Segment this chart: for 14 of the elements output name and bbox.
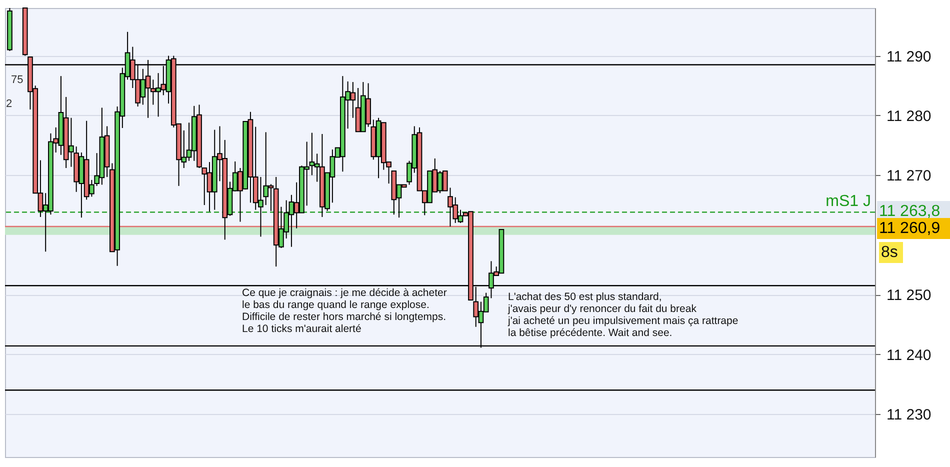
annotation: Ce que je craignais : je me décide à acheter le bas du range quand le range explose. Difficile de rester hors marché si longtemps. Le 10 ticks m'aurait alerté bbox=[242, 287, 448, 335]
y-tick-label: 11 250 bbox=[886, 287, 932, 304]
text: 11 260,9 bbox=[879, 220, 940, 237]
ref-line-label: mS1 J bbox=[826, 193, 871, 210]
text: 11 263,8 bbox=[879, 203, 940, 220]
y-tick-label: 11 280 bbox=[886, 108, 932, 125]
annotation: 2 bbox=[6, 98, 12, 110]
y-tick-label: 11 240 bbox=[886, 346, 932, 364]
y-tick-label: 11 270 bbox=[886, 168, 932, 185]
annotation: 75 bbox=[11, 74, 24, 86]
annotation: L'achat des 50 est plus standard, j'avais peur d'y renoncer du fait du break j'ai acheté un peu impulsivement mais ça rattrape la bêtise précédente. Wait and see. bbox=[507, 291, 738, 339]
y-tick-label: 11 290 bbox=[886, 48, 932, 66]
y-tick-label: 11 230 bbox=[886, 406, 932, 424]
text: 8s bbox=[881, 244, 898, 261]
